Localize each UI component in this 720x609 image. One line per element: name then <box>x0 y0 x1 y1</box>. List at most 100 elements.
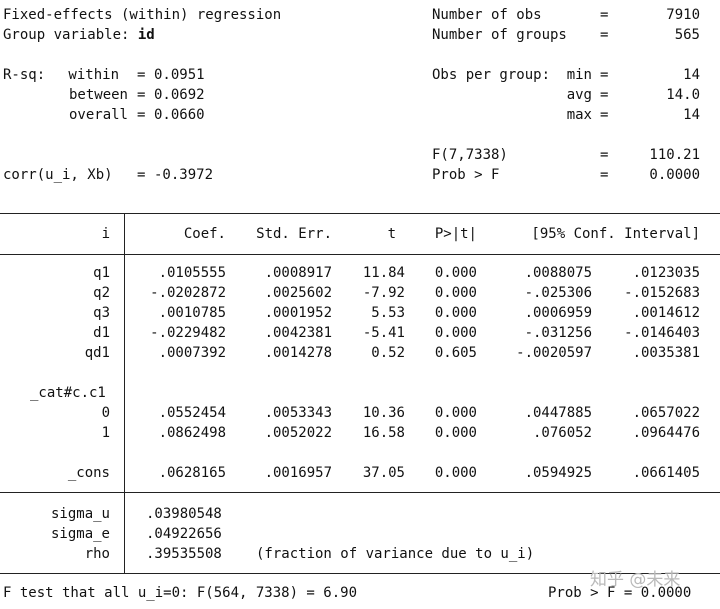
row-se: .0042381 <box>264 325 332 341</box>
row-ci-high: .0661405 <box>632 465 700 481</box>
row-var: q2 <box>93 285 110 301</box>
obs-per-group-label: Obs per group: <box>432 67 551 83</box>
row-var: _cons <box>67 465 110 481</box>
row-t: 37.05 <box>362 465 405 481</box>
rho-note: (fraction of variance due to u_i) <box>256 546 535 562</box>
watermark: 知乎 @未来 <box>590 570 681 590</box>
col-header-var: i <box>101 226 110 242</box>
min-label: min <box>566 67 592 83</box>
col-header-ci: [95% Conf. Interval] <box>531 226 700 242</box>
row-var: 1 <box>101 425 110 441</box>
between-equals: = <box>137 87 146 103</box>
col-header-t: t <box>387 226 396 242</box>
row-coef: .0105555 <box>158 265 226 281</box>
group-variable-value: id <box>137 27 155 43</box>
sigma-e-value: .04922656 <box>146 526 222 542</box>
row-coef: .0862498 <box>158 425 226 441</box>
corr-equals: = <box>137 167 146 183</box>
row-p: 0.000 <box>434 285 477 301</box>
row-se: .0053343 <box>264 405 332 421</box>
row-p: 0.605 <box>434 345 477 361</box>
min-equals: = <box>600 67 609 83</box>
overall-label: overall <box>68 107 128 123</box>
max-value: 14 <box>683 107 700 123</box>
row-se: .0001952 <box>264 305 332 321</box>
row-ci-low: .0447885 <box>524 405 592 421</box>
table-top-rule <box>0 213 720 214</box>
corr-label: corr(u_i, Xb) <box>3 167 113 183</box>
row-ci-high: .0123035 <box>632 265 700 281</box>
prob-f-equals: = <box>600 167 609 183</box>
f-stat-equals: = <box>600 147 609 163</box>
row-p: 0.000 <box>434 465 477 481</box>
row-p: 0.000 <box>434 265 477 281</box>
row-p: 0.000 <box>434 425 477 441</box>
prob-f-label: Prob > F <box>432 167 500 183</box>
avg-label: avg <box>566 87 592 103</box>
ngroups-equals: = <box>600 27 609 43</box>
sigma-u-value: .03980548 <box>146 506 222 522</box>
row-var: q3 <box>93 305 110 321</box>
table-bottom-rule <box>0 573 720 574</box>
row-var: 0 <box>101 405 110 421</box>
f-stat-label: F(7,7338) <box>432 147 508 163</box>
row-t: -7.92 <box>362 285 405 301</box>
row-ci-high: .0964476 <box>632 425 700 441</box>
max-equals: = <box>600 107 609 123</box>
row-se: .0008917 <box>264 265 332 281</box>
row-ci-low: .0088075 <box>524 265 592 281</box>
f-stat-value: 110.21 <box>649 147 700 163</box>
row-t: 11.84 <box>362 265 405 281</box>
row-ci-high: .0035381 <box>632 345 700 361</box>
avg-value: 14.0 <box>666 87 700 103</box>
rho-label: rho <box>84 546 110 562</box>
row-ci-high: .0014612 <box>632 305 700 321</box>
factor-label: _cat#c.c1 <box>30 385 106 401</box>
ngroups-label: Number of groups <box>432 27 567 43</box>
coef-bottom-rule <box>0 492 720 493</box>
row-t: 10.36 <box>362 405 405 421</box>
within-value: 0.0951 <box>154 67 205 83</box>
f-test-prob: Prob > F = 0.0000 <box>548 585 692 601</box>
row-p: 0.000 <box>434 305 477 321</box>
nobs-label: Number of obs <box>432 7 542 23</box>
row-coef: -.0202872 <box>150 285 226 301</box>
row-var: qd1 <box>84 345 110 361</box>
row-var: q1 <box>93 265 110 281</box>
regression-title: Fixed-effects (within) regression <box>3 7 282 23</box>
sigma-u-label: sigma_u <box>50 506 110 522</box>
row-se: .0025602 <box>264 285 332 301</box>
between-label: between <box>68 87 128 103</box>
row-ci-low: -.031256 <box>524 325 592 341</box>
row-ci-low: -.025306 <box>524 285 592 301</box>
row-se: .0052022 <box>264 425 332 441</box>
col-header-p: P>|t| <box>434 226 477 242</box>
rho-value: .39535508 <box>146 546 222 562</box>
ngroups-value: 565 <box>674 27 700 43</box>
sigma-e-label: sigma_e <box>50 526 110 542</box>
group-variable-line: Group variable: id <box>3 25 155 45</box>
row-p: 0.000 <box>434 325 477 341</box>
row-ci-low: -.0020597 <box>516 345 592 361</box>
row-p: 0.000 <box>434 405 477 421</box>
row-ci-low: .076052 <box>532 425 592 441</box>
max-label: max <box>566 107 592 123</box>
row-coef: .0007392 <box>158 345 226 361</box>
header-bottom-rule <box>0 254 720 255</box>
group-variable-label: Group variable: <box>3 27 138 43</box>
col-header-coef: Coef. <box>183 226 226 242</box>
between-value: 0.0692 <box>154 87 205 103</box>
row-ci-high: .0657022 <box>632 405 700 421</box>
col-header-se: Std. Err. <box>256 226 332 242</box>
min-value: 14 <box>683 67 700 83</box>
row-coef: .0552454 <box>158 405 226 421</box>
corr-value: -0.3972 <box>154 167 214 183</box>
nobs-equals: = <box>600 7 609 23</box>
row-se: .0016957 <box>264 465 332 481</box>
avg-equals: = <box>600 87 609 103</box>
table-vertical-rule <box>124 213 125 574</box>
row-t: -5.41 <box>362 325 405 341</box>
f-test-line: F test that all u_i=0: F(564, 7338) = 6.… <box>3 585 358 601</box>
prob-f-value: 0.0000 <box>649 167 700 183</box>
overall-equals: = <box>137 107 146 123</box>
